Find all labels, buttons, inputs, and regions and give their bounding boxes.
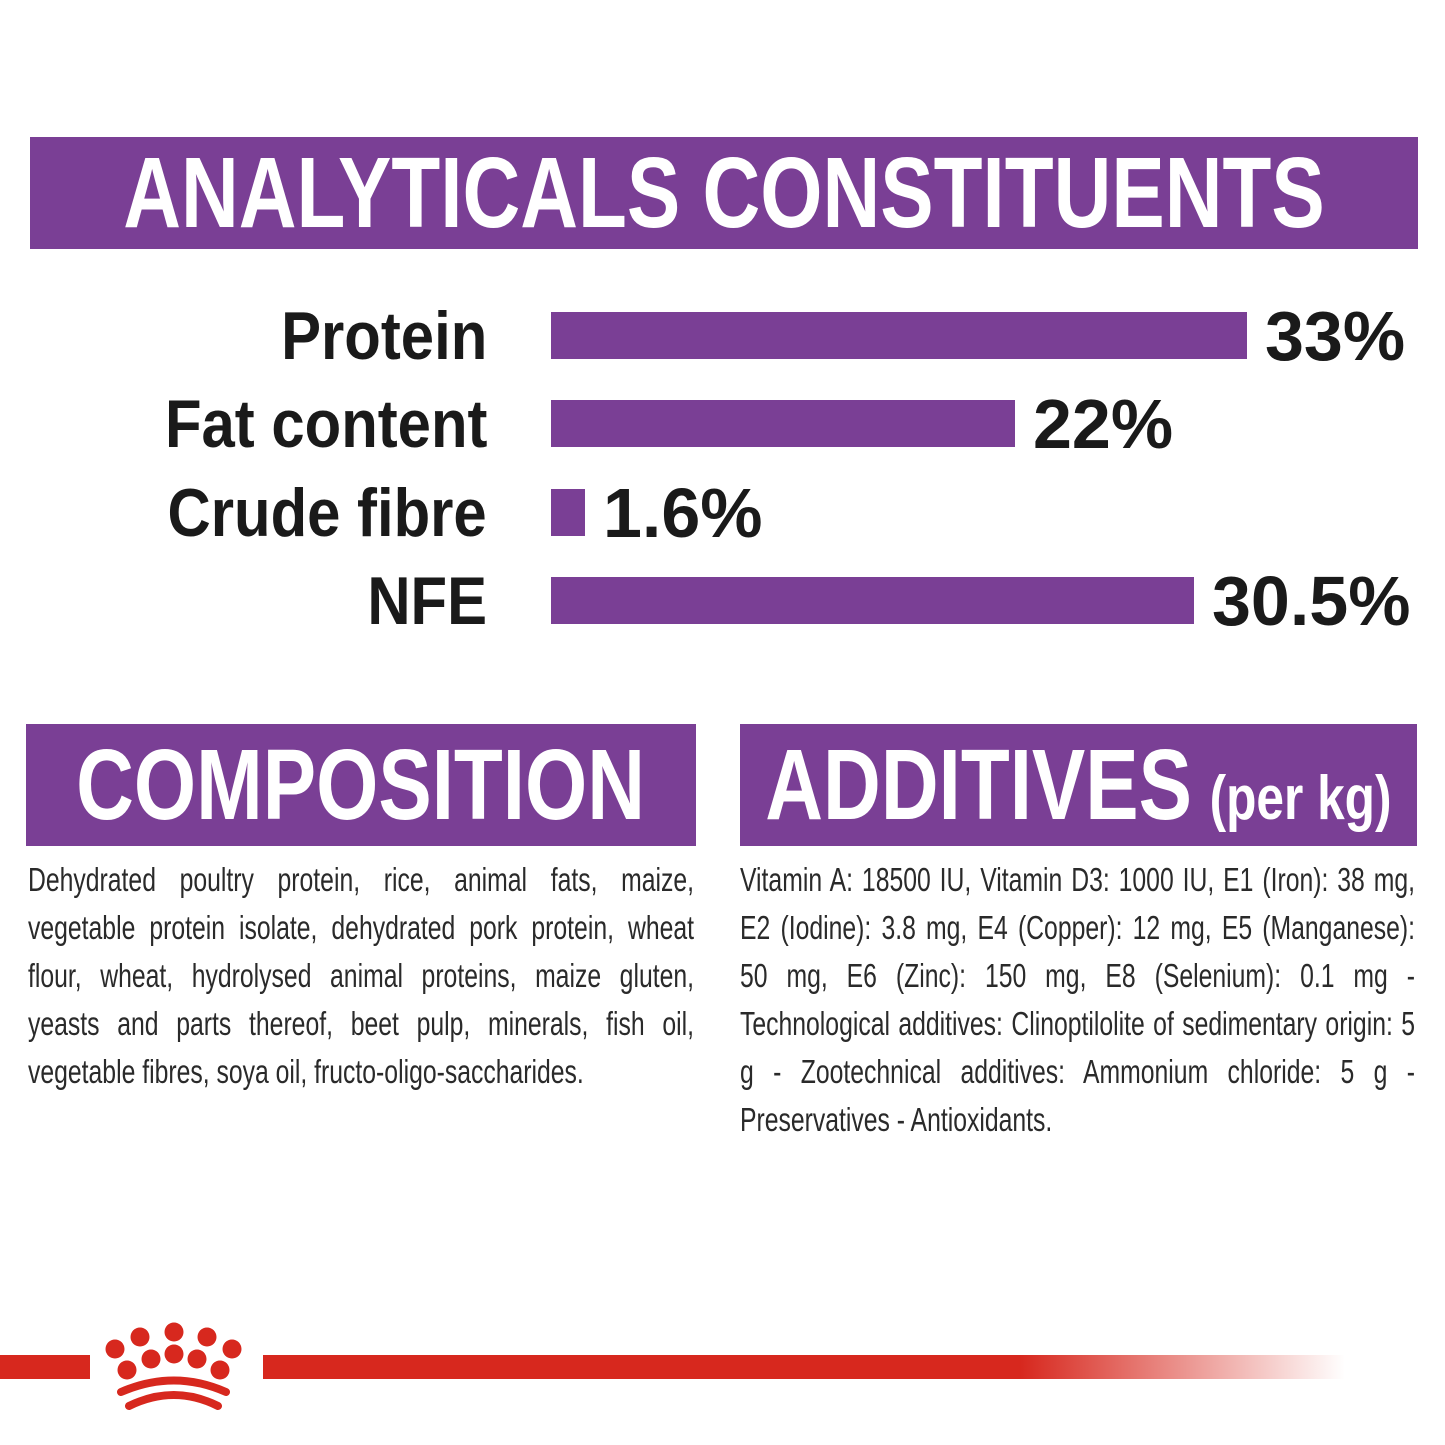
composition-header-banner: COMPOSITION <box>26 724 696 846</box>
nutrient-label: Protein <box>280 297 487 374</box>
footer-stripe-right <box>263 1355 1345 1379</box>
chart-row: NFE 30.5% <box>0 562 1445 640</box>
chart-row: Protein 33% <box>0 297 1445 375</box>
additives-title: ADDITIVES <box>765 728 1193 841</box>
nutrient-bar <box>551 400 1015 447</box>
nutrient-value: 1.6% <box>603 473 763 552</box>
royal-canin-crown-logo-icon <box>105 1322 242 1410</box>
analytical-constituents-chart: Protein 33% Fat content 22% Crude fibre … <box>0 0 1445 700</box>
nutrient-bar <box>551 489 585 536</box>
nutrient-value: 30.5% <box>1212 561 1411 640</box>
nutrient-bar <box>551 577 1194 624</box>
chart-row: Fat content 22% <box>0 385 1445 463</box>
composition-body: Dehydrated poultry protein, rice, animal… <box>28 856 694 1096</box>
nutrient-value: 22% <box>1033 384 1174 463</box>
additives-text: Vitamin A: 18500 IU, Vitamin D3: 1000 IU… <box>740 861 1415 1138</box>
analyticals-title: ANALYTICALS CONSTITUENTS <box>123 136 1325 249</box>
additives-body: Vitamin A: 18500 IU, Vitamin D3: 1000 IU… <box>740 856 1415 1144</box>
analyticals-header-banner: ANALYTICALS CONSTITUENTS <box>30 137 1418 249</box>
composition-text: Dehydrated poultry protein, rice, animal… <box>28 861 694 1090</box>
additives-title-suffix: (per kg) <box>1209 763 1392 833</box>
nutrient-label: Fat content <box>164 385 487 462</box>
footer-stripe-left <box>0 1355 90 1379</box>
nutrient-value: 33% <box>1265 296 1406 375</box>
nutrient-bar <box>551 312 1247 359</box>
chart-row: Crude fibre 1.6% <box>0 474 1445 552</box>
composition-title: COMPOSITION <box>76 728 646 841</box>
additives-header-banner: ADDITIVES (per kg) <box>740 724 1417 846</box>
nutrient-label: NFE <box>367 562 487 639</box>
nutrient-label: Crude fibre <box>167 474 487 551</box>
